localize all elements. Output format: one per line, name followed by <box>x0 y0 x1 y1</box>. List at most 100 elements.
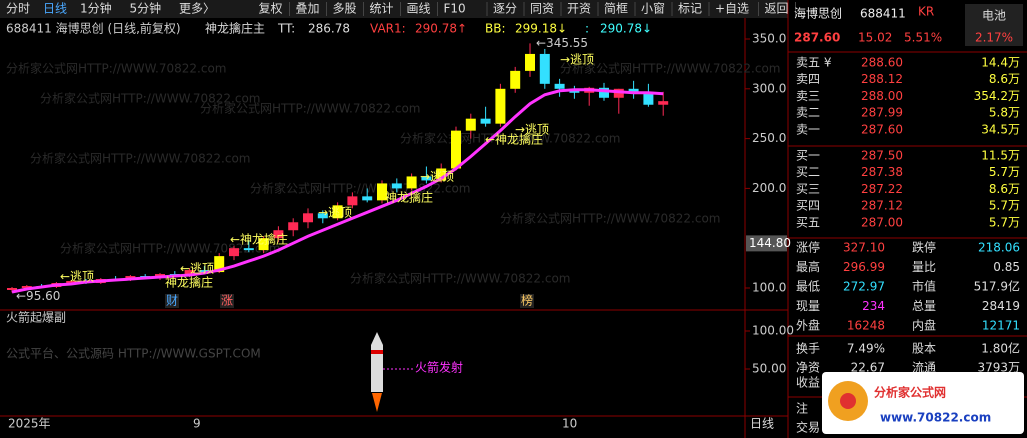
indicator-label: BB: <box>485 22 506 36</box>
toolbar-button[interactable]: 叠加 <box>296 2 320 16</box>
stat-label: 市值 <box>912 279 936 294</box>
toolbar-button[interactable]: 标记 <box>678 2 702 16</box>
stat-label: 跌停 <box>912 240 936 255</box>
y-tick-label: 200.0 <box>752 181 786 195</box>
stock-name: 海博思创 <box>794 6 842 21</box>
stat-label: 股本 <box>912 342 936 356</box>
toolbar-button[interactable]: 更多〉 <box>179 2 215 16</box>
toolbar-button[interactable]: F10 <box>444 2 466 16</box>
signal-annotation: →逃顶 <box>515 123 549 137</box>
toolbar-button[interactable]: 简框 <box>604 2 628 16</box>
toolbar-button[interactable]: 小窗 <box>641 2 665 16</box>
candle-body <box>510 70 521 89</box>
stat-label: 涨停 <box>796 240 820 255</box>
event-marker[interactable]: 财 <box>166 294 178 308</box>
y-tick-label: 300.0 <box>752 81 786 95</box>
candle-body <box>66 281 77 284</box>
toolbar-button[interactable]: 画线 <box>407 2 431 16</box>
current-price-box <box>746 235 787 252</box>
candle-body <box>347 196 358 206</box>
candle-body <box>495 88 506 124</box>
signal-annotation: 神龙擒庄 <box>385 190 433 205</box>
book-volume: 34.5万 <box>981 122 1020 136</box>
indicator-value: 299.18↓ <box>515 22 567 36</box>
signal-annotation: ←逃顶 <box>60 270 94 284</box>
change: 15.02 <box>858 31 892 45</box>
stat-label: 总量 <box>912 299 936 313</box>
book-label: 买二 <box>796 165 820 179</box>
time-label: 9 <box>193 417 201 431</box>
stat-label: 最低 <box>796 280 820 294</box>
sector-pct: 2.17% <box>975 31 1013 45</box>
book-volume: 14.4万 <box>981 56 1020 70</box>
sector[interactable]: 电池 <box>982 9 1006 23</box>
signal-annotation: →逃顶 <box>420 170 454 184</box>
stat-label: 换手 <box>796 342 820 356</box>
toolbar-button[interactable]: 统计 <box>370 2 394 16</box>
logo-url: www.70822.com <box>880 411 991 425</box>
book-price: 287.38 <box>861 165 903 179</box>
book-price: 287.12 <box>861 199 903 213</box>
candle-body <box>643 91 654 105</box>
candle-body <box>362 196 373 201</box>
stock-tag: KR <box>918 5 934 19</box>
candle-body <box>332 205 343 219</box>
stat-label: 最高 <box>796 259 820 274</box>
toolbar-button[interactable]: +自选 <box>715 2 749 16</box>
stat-value: 7.49% <box>847 342 885 356</box>
time-label: 10 <box>562 417 577 431</box>
book-volume: 5.8万 <box>989 106 1020 120</box>
candle-body <box>436 168 447 181</box>
toolbar-bg <box>0 0 788 18</box>
footer-label: 收益 <box>796 376 820 390</box>
candle-body <box>554 83 565 89</box>
price: 287.60 <box>794 31 840 45</box>
y-tick-label: 100.0 <box>752 281 786 295</box>
sub-title: 火箭起爆副 <box>6 310 66 325</box>
sub-subtitle: 公式平台、公式源码 HTTP://WWW.GSPT.COM <box>6 346 261 361</box>
stat-label: 内盘 <box>912 318 936 333</box>
signal-annotation: ←逃顶 <box>180 262 214 276</box>
stat-value: 234 <box>862 299 885 313</box>
book-volume: 11.5万 <box>981 149 1020 163</box>
toolbar-button[interactable]: 逐分 <box>493 2 517 16</box>
candle-body <box>658 101 669 105</box>
toolbar-button[interactable]: 开资 <box>567 2 591 16</box>
toolbar-button[interactable]: 同资 <box>530 2 554 16</box>
trend-line <box>11 88 664 294</box>
low-label: ←95.60 <box>16 289 60 303</box>
toolbar-button[interactable]: 复权 <box>259 2 283 16</box>
logo-title: 分析家公式网 <box>874 385 946 400</box>
sector-box <box>965 4 1023 46</box>
signal-annotation: 神龙擒庄 <box>165 275 213 290</box>
book-label: 卖三 <box>796 89 820 103</box>
watermark: 分析家公式网HTTP://WWW.70822.com <box>40 91 261 106</box>
change-pct: 5.51% <box>904 31 942 45</box>
stat-value: 327.10 <box>843 241 885 255</box>
stat-value: 296.99 <box>843 260 885 274</box>
candle-body <box>377 183 387 201</box>
toolbar-button[interactable]: 多股 <box>333 2 357 16</box>
candle-body <box>258 238 269 251</box>
candle-body <box>480 118 491 124</box>
event-marker[interactable]: 榜 <box>521 293 533 308</box>
stat-value: 517.9亿 <box>974 279 1020 294</box>
book-volume: 354.2万 <box>974 89 1020 103</box>
stat-value: 218.06 <box>978 241 1020 255</box>
event-marker[interactable]: 涨 <box>221 293 233 308</box>
event-marker-bg <box>220 294 234 308</box>
signal-label: 火箭发射 <box>415 360 463 375</box>
toolbar-button[interactable]: 返回 <box>765 2 789 16</box>
book-price: 287.22 <box>861 182 903 196</box>
toolbar-button[interactable]: 日线 <box>43 2 67 16</box>
footer-label: 注 <box>796 401 808 416</box>
toolbar-button[interactable]: 5分钟 <box>130 1 162 16</box>
stock-title: 688411 海博思创 (日线,前复权) <box>6 21 181 36</box>
toolbar-button[interactable]: 分时 <box>6 2 30 16</box>
time-label: 日线 <box>750 417 774 431</box>
time-label: 2025年 <box>8 417 51 431</box>
book-price: 288.00 <box>861 89 903 103</box>
toolbar-button[interactable]: 1分钟 <box>80 1 112 16</box>
signal-annotation: ←神龙擒庄 <box>230 232 288 247</box>
book-volume: 5.7万 <box>989 199 1020 213</box>
